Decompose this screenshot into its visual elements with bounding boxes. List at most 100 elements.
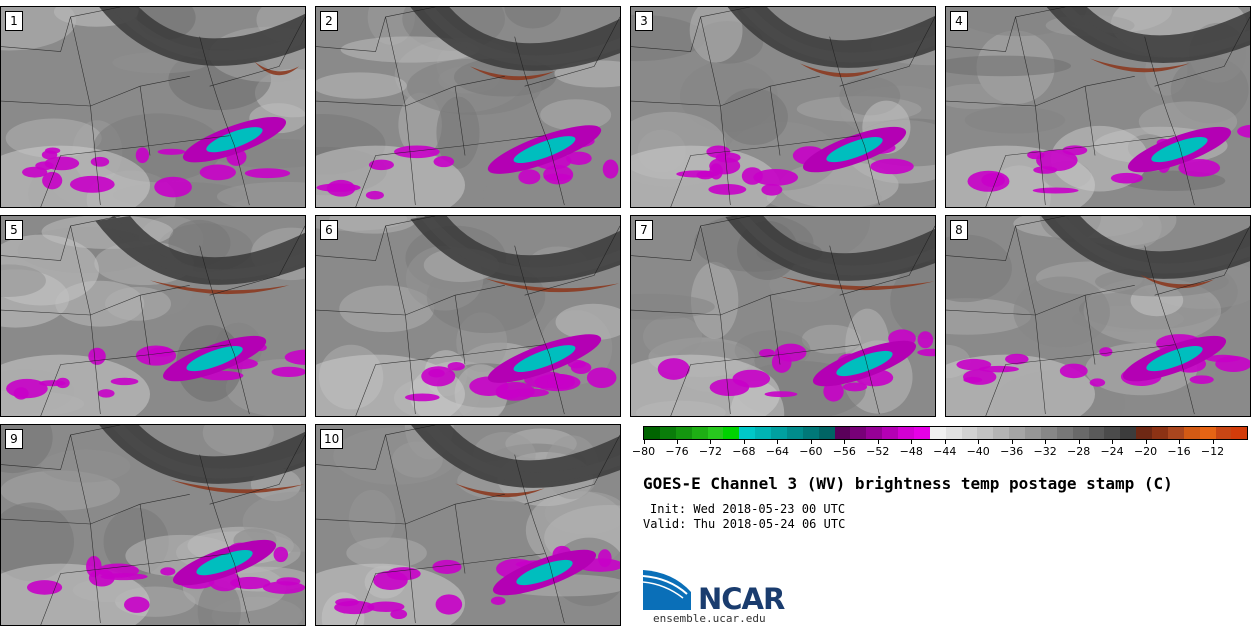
wv-map-2 [316,7,620,207]
wv-map-8 [946,216,1250,416]
colorbar-cell [771,427,787,439]
stamp-panel-10: 10 [315,424,621,626]
colorbar-cell [755,427,771,439]
stamp-panel-1: 1 [0,6,306,208]
panel-number: 10 [320,429,344,449]
colorbar-cell [644,427,660,439]
colorbar-cell [1136,427,1152,439]
init-time: Init: Wed 2018-05-23 00 UTC [650,502,846,516]
colorbar-tick-label: −12 [1200,445,1225,458]
stamp-panel-8: 8 [945,215,1251,417]
stamp-panel-9: 9 [0,424,306,626]
wv-map-6 [316,216,620,416]
colorbar-cell [1231,427,1248,439]
colorbar-tick-label: −56 [832,445,856,458]
panel-number: 1 [5,11,23,31]
panel-number: 9 [5,429,23,449]
panel-number: 7 [635,220,653,240]
colorbar-cell [993,427,1010,439]
colorbar-tick [777,440,779,444]
colorbar-tick [1078,440,1080,444]
colorbar-cell [723,427,740,439]
colorbar-cell [898,427,914,439]
colorbar-cell [945,427,962,439]
stamp-panel-3: 3 [630,6,936,208]
panel-number: 5 [5,220,23,240]
colorbar-tick-label: −76 [665,445,689,458]
stamp-panel-4: 4 [945,6,1251,208]
ncar-wordmark: NCAR [698,582,785,616]
colorbar-cell [1009,427,1025,439]
wv-map-9 [1,425,305,625]
colorbar-tick-label: −60 [799,445,823,458]
colorbar-tick-label: −44 [933,445,957,458]
wv-map-7 [631,216,935,416]
colorbar-tick-label: −24 [1100,445,1124,458]
colorbar-cell [977,427,994,439]
colorbar-tick [1145,440,1147,444]
colorbar-tick [944,440,946,444]
colorbar-cell [1104,427,1121,439]
panel-number: 8 [950,220,968,240]
colorbar-cell [786,427,803,439]
colorbar-cell [1040,427,1057,439]
colorbar-tick [743,440,745,444]
colorbar-cell [850,427,867,439]
colorbar-tick [1112,440,1114,444]
colorbar-tick-label: −20 [1133,445,1158,458]
colorbar-tick [844,440,846,444]
colorbar-cell [1088,427,1105,439]
colorbar-tick-label: −52 [866,445,890,458]
colorbar-cell [866,427,883,439]
colorbar: −80 −76 −72 −68 −64 −60 −56 −52 −48 −44 −40 −36 −32−… [632,426,1248,460]
panel-number: 4 [950,11,968,31]
colorbar-tick-label: −16 [1167,445,1191,458]
colorbar-cell [675,427,692,439]
panel-number: 3 [635,11,653,31]
colorbar-tick-label: −80 [631,445,656,458]
colorbar-tick [1212,440,1214,444]
wv-map-4 [946,7,1250,207]
colorbar-cell [1167,427,1184,439]
colorbar-cell [1072,427,1089,439]
colorbar-cell [1120,427,1137,439]
colorbar-cell [961,427,978,439]
colorbar-tick-label: −36 [1000,445,1024,458]
colorbar-tick-label: −48 [899,445,923,458]
colorbar-cell [913,427,930,439]
stamp-panel-6: 6 [315,215,621,417]
colorbar-tick-label: −68 [732,445,756,458]
colorbar-tick [810,440,812,444]
colorbar-tick [1011,440,1013,444]
colorbar-cell [707,427,724,439]
colorbar-tick [877,440,879,444]
colorbar-cell [1056,427,1073,439]
colorbar-cell [929,427,946,439]
ncar-logo-icon [643,570,691,610]
colorbar-cells [643,426,1248,440]
colorbar-tick-label: −72 [698,445,723,458]
stamp-panel-7: 7 [630,215,936,417]
colorbar-tick [1179,440,1181,444]
panel-number: 6 [320,220,338,240]
colorbar-tick-label: −28 [1067,445,1091,458]
colorbar-cell [818,427,835,439]
colorbar-cell [659,427,676,439]
colorbar-cell [802,427,819,439]
colorbar-tick-label: −64 [765,445,789,458]
colorbar-tick [978,440,980,444]
colorbar-cell [1199,427,1216,439]
logo-url: ensemble.ucar.edu [653,612,766,625]
colorbar-cell [1025,427,1041,439]
colorbar-cell [691,427,708,439]
colorbar-tick [643,440,645,444]
colorbar-cell [1183,427,1200,439]
valid-time: Valid: Thu 2018-05-24 06 UTC [643,517,846,531]
colorbar-cell [1215,427,1232,439]
colorbar-tick [911,440,913,444]
colorbar-cell [834,427,851,439]
wv-map-5 [1,216,305,416]
figure-title: GOES-E Channel 3 (WV) brightness temp po… [643,474,1173,493]
colorbar-cell [739,427,756,439]
colorbar-tick [1045,440,1047,444]
